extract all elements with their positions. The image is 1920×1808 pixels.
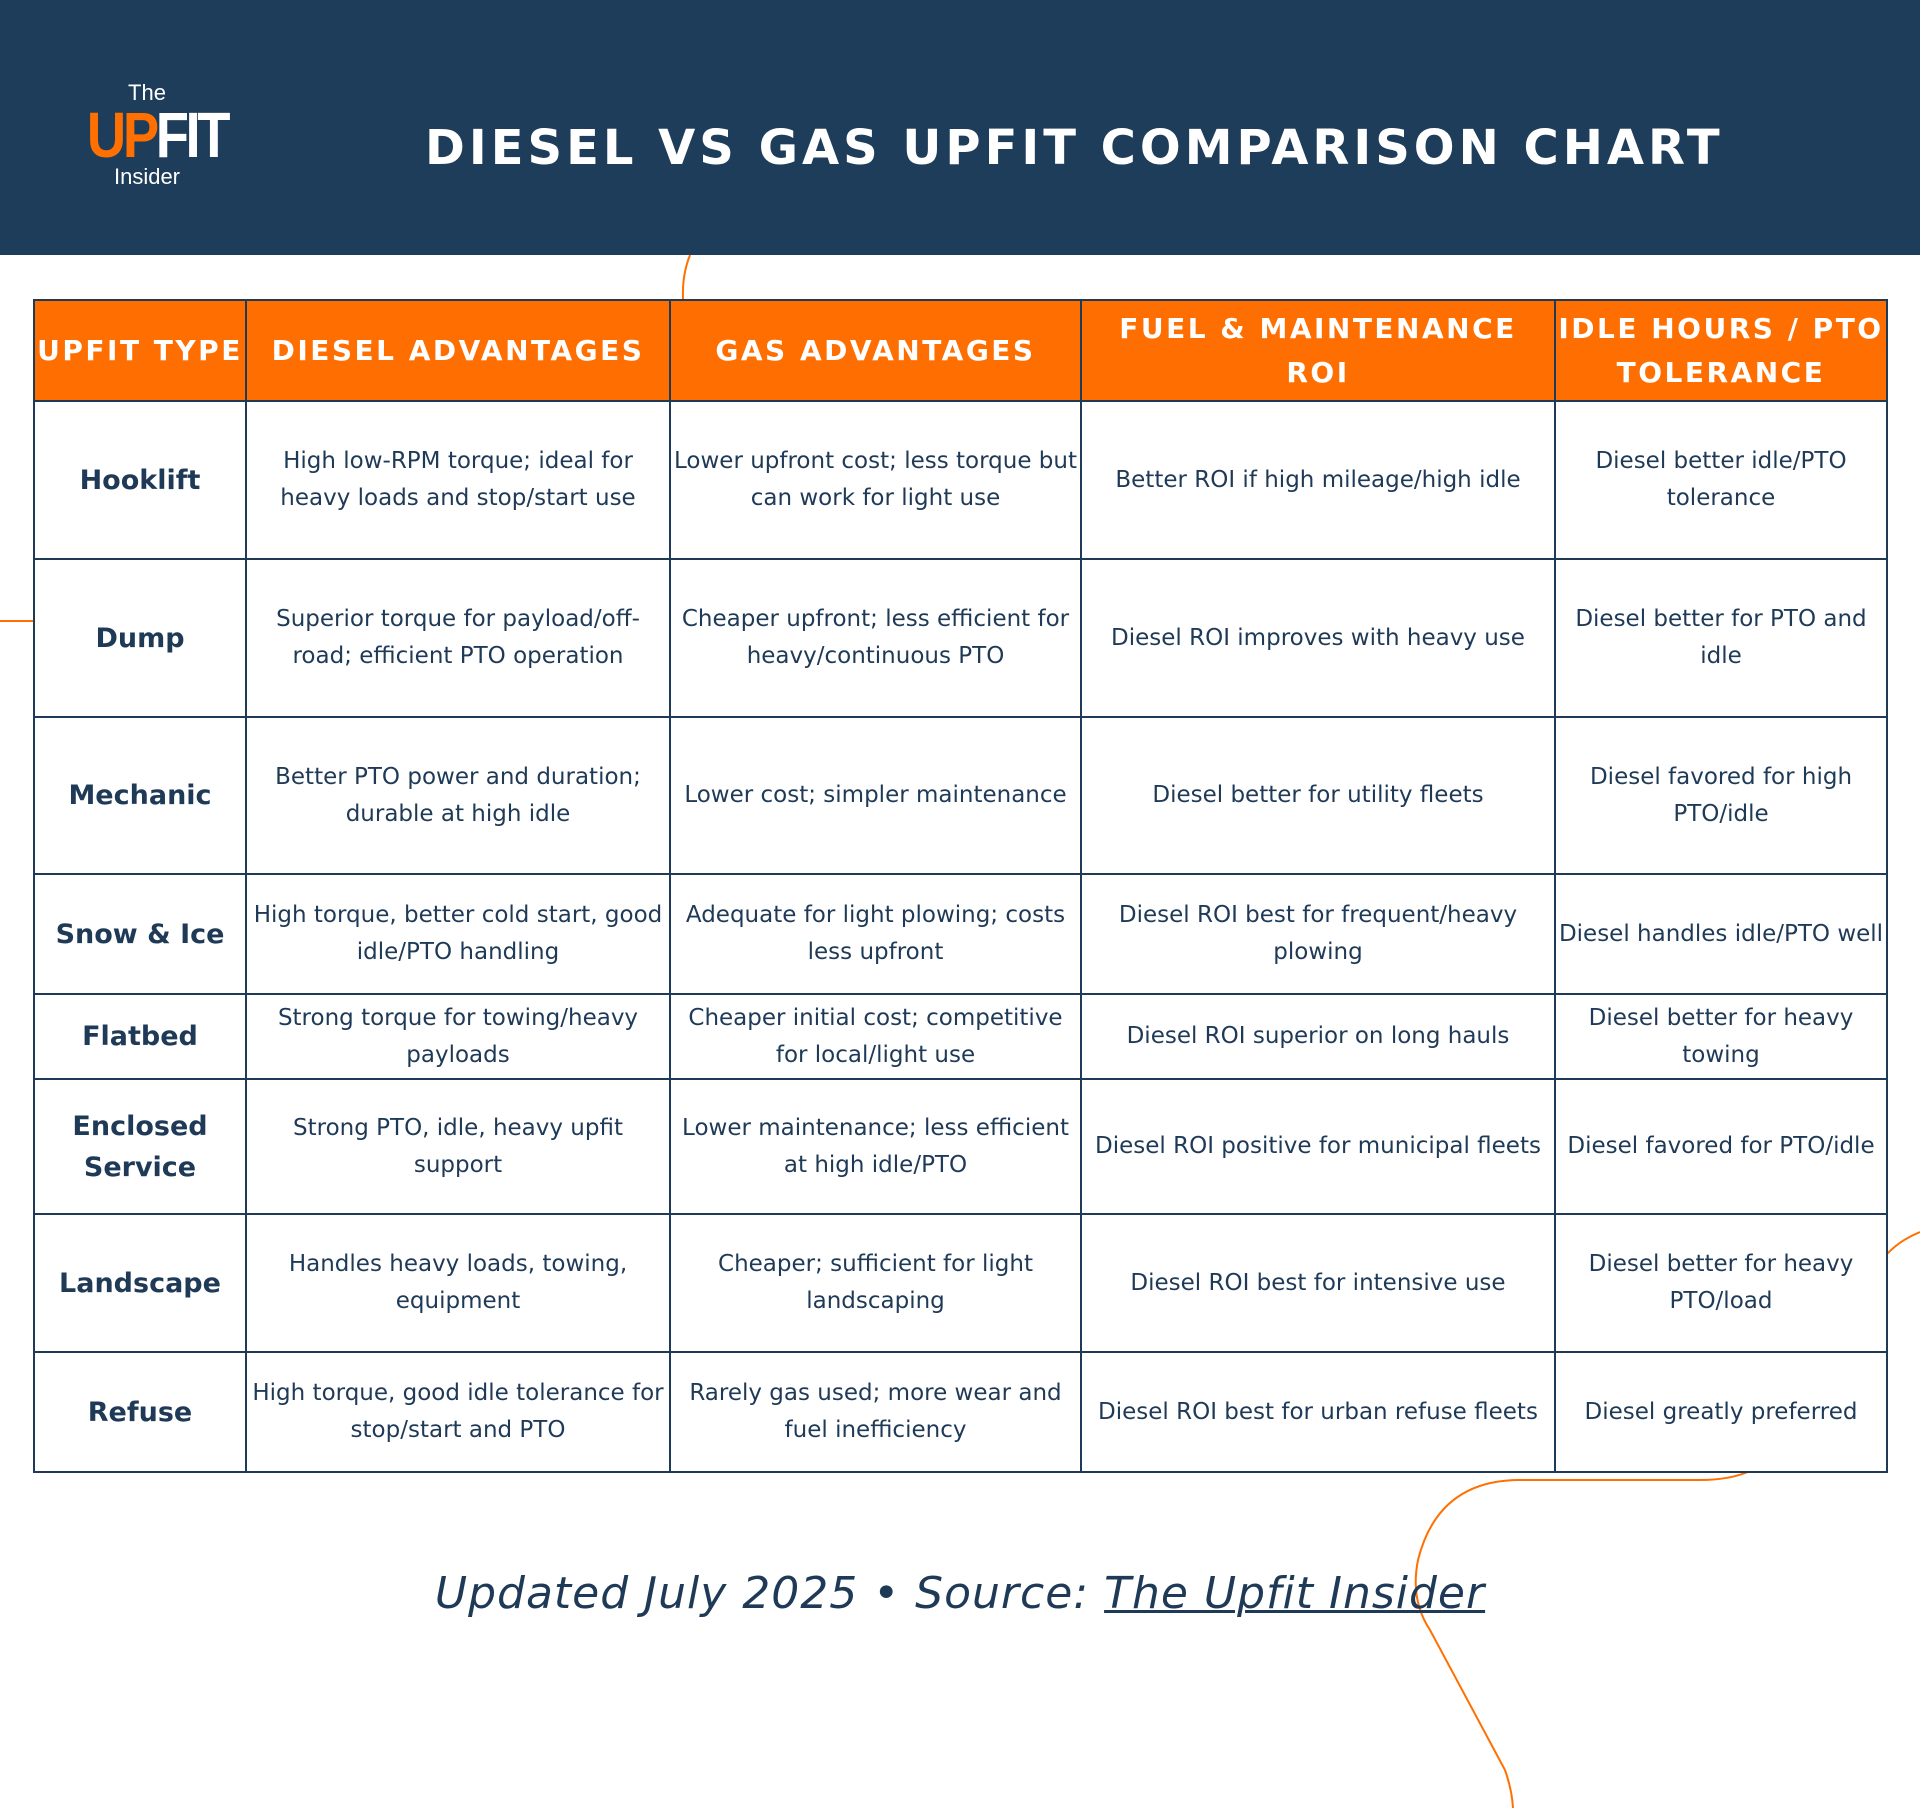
table-cell: Handles heavy loads, towing, equipment (245, 1213, 671, 1353)
table-cell: Cheaper; sufficient for light landscapin… (669, 1213, 1082, 1353)
footer-note: Updated July 2025 • Source: The Upfit In… (0, 1568, 1920, 1619)
table-cell: Lower cost; simpler maintenance (669, 716, 1082, 875)
table-row: Enclosed Service Strong PTO, idle, heavy … (33, 1078, 1888, 1215)
upfit-type-cell: Dump (33, 558, 247, 718)
table-cell: Cheaper upfront; less efficient for heav… (669, 558, 1082, 718)
table-cell: Strong torque for towing/heavy payloads (245, 993, 671, 1080)
table-cell: Diesel ROI superior on long hauls (1080, 993, 1556, 1080)
table-cell: Lower upfront cost; less torque but can … (669, 400, 1082, 560)
footer-text: Updated July 2025 • Source: (434, 1568, 1105, 1619)
logo-mark: UPFIT (85, 103, 231, 167)
table-cell: Diesel better for heavy towing (1554, 993, 1888, 1080)
table-cell: High torque, better cold start, good idl… (245, 873, 671, 995)
table-cell: Strong PTO, idle, heavy upfit support (245, 1078, 671, 1215)
table-cell: Diesel favored for high PTO/idle (1554, 716, 1888, 875)
table-cell: Diesel greatly preferred (1554, 1351, 1888, 1473)
table-cell: Rarely gas used; more wear and fuel inef… (669, 1351, 1082, 1473)
upfit-type-cell: Mechanic (33, 716, 247, 875)
logo-the: The (128, 80, 166, 105)
table-cell: Diesel better for utility fleets (1080, 716, 1556, 875)
source-link[interactable]: The Upfit Insider (1104, 1568, 1486, 1619)
upfit-type-cell: Hooklift (33, 400, 247, 560)
table-cell: Diesel ROI best for frequent/heavy plowi… (1080, 873, 1556, 995)
deco-line-right (1885, 1231, 1920, 1256)
upfit-type-cell: Enclosed Service (33, 1078, 247, 1215)
table-cell: Adequate for light plowing; costs less u… (669, 873, 1082, 995)
table-row: Hooklift High low-RPM torque; ideal for h… (33, 400, 1888, 560)
table-cell: Diesel better idle/PTO tolerance (1554, 400, 1888, 560)
column-header: GAS ADVANTAGES (669, 299, 1082, 402)
table-row: Dump Superior torque for payload/off-road… (33, 558, 1888, 718)
table-row: Flatbed Strong torque for towing/heavy pa… (33, 993, 1888, 1080)
upfit-type-cell: Snow & Ice (33, 873, 247, 995)
table-cell: Diesel favored for PTO/idle (1554, 1078, 1888, 1215)
column-header: FUEL & MAINTENANCE ROI (1080, 299, 1556, 402)
column-header: IDLE HOURS / PTO TOLERANCE (1554, 299, 1888, 402)
upfit-type-cell: Landscape (33, 1213, 247, 1353)
upfit-type-cell: Flatbed (33, 993, 247, 1080)
table-row: Refuse High torque, good idle tolerance f… (33, 1351, 1888, 1473)
table-row: Snow & Ice High torque, better cold start… (33, 873, 1888, 995)
table-cell: Superior torque for payload/off-road; ef… (245, 558, 671, 718)
header-banner: The UPFIT Insider DIESEL VS GAS UPFIT CO… (0, 0, 1920, 255)
column-header: UPFIT TYPE (33, 299, 247, 402)
upfit-type-cell: Refuse (33, 1351, 247, 1473)
table-row: Mechanic Better PTO power and duration; d… (33, 716, 1888, 875)
page-title: DIESEL VS GAS UPFIT COMPARISON CHART (425, 120, 1724, 176)
table-cell: High torque, good idle tolerance for sto… (245, 1351, 671, 1473)
table-row: Landscape Handles heavy loads, towing, eq… (33, 1213, 1888, 1353)
table-cell: Diesel ROI positive for municipal fleets (1080, 1078, 1556, 1215)
comparison-table: UPFIT TYPE DIESEL ADVANTAGES GAS ADVANTA… (33, 299, 1888, 1473)
table-header-row: UPFIT TYPE DIESEL ADVANTAGES GAS ADVANTA… (33, 299, 1888, 402)
upfit-insider-logo: The UPFIT Insider (72, 80, 242, 200)
table-cell: Diesel better for PTO and idle (1554, 558, 1888, 718)
logo-fit: FIT (155, 99, 231, 171)
logo-insider: Insider (113, 164, 181, 189)
table-cell: Diesel better for heavy PTO/load (1554, 1213, 1888, 1353)
table-cell: Diesel ROI improves with heavy use (1080, 558, 1556, 718)
table-cell: High low-RPM torque; ideal for heavy loa… (245, 400, 671, 560)
table-cell: Diesel ROI best for intensive use (1080, 1213, 1556, 1353)
column-header: DIESEL ADVANTAGES (245, 299, 671, 402)
table-cell: Better ROI if high mileage/high idle (1080, 400, 1556, 560)
table-cell: Cheaper initial cost; competitive for lo… (669, 993, 1082, 1080)
deco-line-bottom (1414, 1470, 1751, 1808)
table-cell: Diesel ROI best for urban refuse fleets (1080, 1351, 1556, 1473)
deco-line-top (681, 254, 691, 300)
table-cell: Diesel handles idle/PTO well (1554, 873, 1888, 995)
table-cell: Better PTO power and duration; durable a… (245, 716, 671, 875)
logo-up: UP (86, 99, 159, 171)
table-cell: Lower maintenance; less efficient at hig… (669, 1078, 1082, 1215)
